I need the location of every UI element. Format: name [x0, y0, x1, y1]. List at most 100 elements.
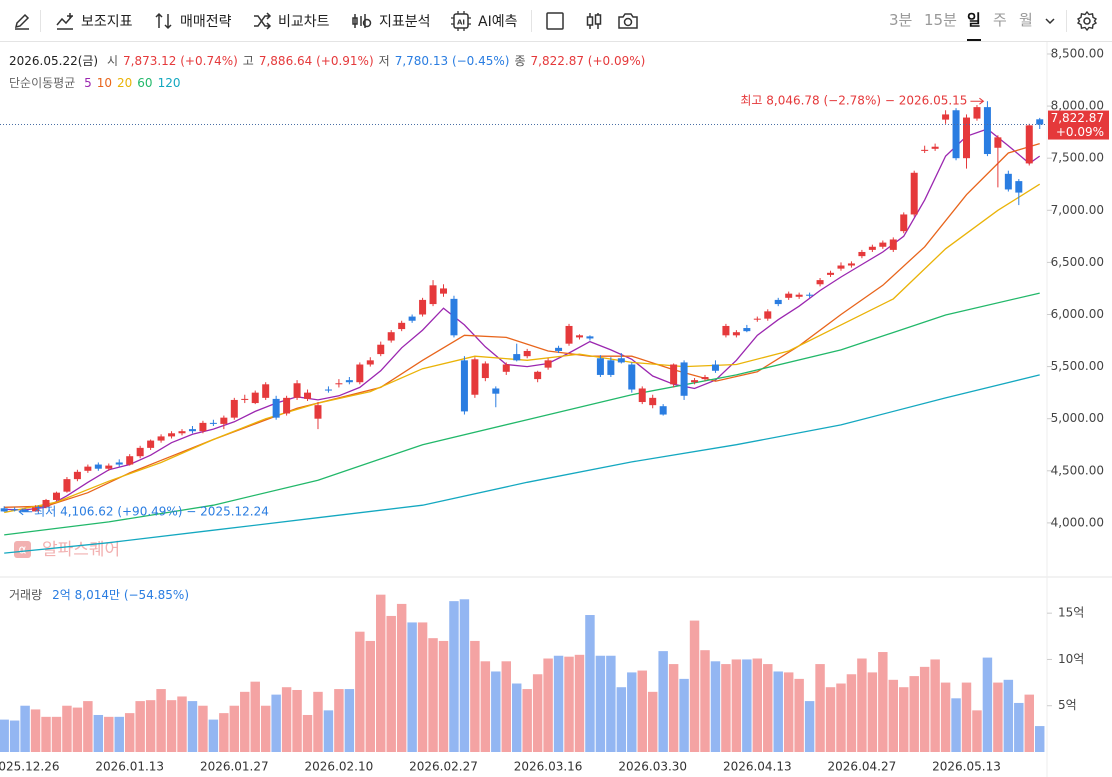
volume-bar — [334, 689, 344, 752]
volume-bar — [919, 666, 930, 752]
candle-body — [63, 479, 71, 492]
volume-bar — [376, 594, 386, 752]
volume-bar — [783, 672, 794, 752]
candle-body — [136, 447, 144, 457]
x-tick-label: 2026.03.30 — [618, 760, 687, 774]
svg-text:AI: AI — [457, 18, 465, 26]
volume-bar — [470, 640, 480, 752]
candle-body — [565, 325, 573, 344]
candle-body — [345, 380, 353, 383]
divider — [40, 10, 41, 32]
ohlc-header: 2026.05.22(금) 시 7,873.12 (+0.74%) 고 7,886.6… — [9, 52, 650, 69]
date: 2026.05.22(금) — [9, 54, 99, 68]
candle-body — [178, 431, 186, 434]
volume-bar — [491, 671, 501, 752]
settings[interactable] — [1076, 0, 1098, 41]
period-more[interactable] — [1044, 0, 1056, 41]
volume-bar — [752, 658, 763, 752]
volume-bar — [271, 694, 281, 752]
watermark: α 알파스퀘어 — [14, 540, 120, 560]
volume-bar — [627, 672, 637, 752]
candle-body — [983, 107, 991, 155]
period[interactable]: 월 — [1019, 11, 1033, 29]
candle-body — [753, 318, 761, 320]
volume-bar — [710, 661, 721, 752]
volume-title: 거래량 — [9, 588, 43, 602]
volume-bar — [1024, 694, 1034, 752]
volume-bar — [647, 691, 658, 752]
volume-bar — [564, 656, 574, 752]
candle-body — [324, 389, 332, 391]
volume-bar — [574, 654, 585, 752]
candle-body — [73, 471, 81, 480]
tool-indicator[interactable]: 보조지표 — [55, 0, 133, 41]
chart-style-line[interactable] — [545, 0, 565, 41]
candle-body — [921, 149, 929, 151]
period[interactable]: 15분 — [924, 11, 957, 29]
volume-bar — [543, 658, 553, 752]
candle-body — [827, 272, 835, 275]
candle-body — [408, 316, 416, 321]
volume-bar — [93, 714, 104, 752]
candle-body — [691, 380, 699, 383]
volume-bar — [166, 700, 177, 752]
volume-bar — [104, 716, 114, 752]
volume-bar — [585, 615, 595, 752]
last-price-change: +0.09% — [1056, 125, 1104, 139]
volume-bar — [260, 705, 271, 752]
volume-bar — [846, 674, 857, 752]
volume-bar — [417, 622, 428, 752]
period[interactable]: 3분 — [889, 11, 913, 29]
candle-body — [963, 117, 971, 159]
volume-summary: 2억 8,014만 (−54.85%) — [52, 588, 189, 602]
ma-line — [4, 292, 1040, 536]
candle-body — [931, 146, 939, 149]
period[interactable]: 일 — [967, 0, 981, 41]
volume-bar — [51, 716, 62, 752]
candle-body — [199, 422, 207, 432]
candle-body — [460, 360, 468, 412]
volume-bar — [721, 664, 731, 752]
draw-tool[interactable] — [12, 0, 32, 41]
tool-label: 보조지표 — [81, 13, 133, 30]
candle-body — [544, 360, 552, 368]
candle-body — [795, 294, 803, 297]
candle-body — [785, 293, 793, 298]
volume-bar — [229, 705, 240, 752]
tool-label: 지표분석 — [379, 13, 431, 30]
candle-body — [230, 399, 238, 418]
screenshot[interactable] — [617, 0, 639, 41]
candle-body — [910, 172, 918, 215]
period[interactable]: 주 — [993, 11, 1007, 29]
volume-bar — [438, 640, 449, 752]
y-tick-label: 4,500.00 — [1051, 463, 1104, 477]
tool-compare[interactable]: 비교차트 — [252, 0, 330, 41]
volume-bar — [888, 679, 899, 752]
ma-legend: 단순이동평균 5 10 20 60 120 — [9, 74, 185, 91]
x-tick-label: 2026.02.27 — [409, 760, 478, 774]
candle-body — [722, 325, 730, 336]
volume-bar — [836, 683, 846, 752]
volume-bar — [857, 658, 867, 752]
candle-body — [398, 322, 406, 330]
volume-bar — [867, 672, 878, 752]
moving-averages — [4, 128, 1041, 554]
chart-style-candle[interactable] — [584, 0, 604, 41]
candle-body — [638, 388, 646, 403]
volume-tick-label: 15억 — [1058, 606, 1084, 620]
tool-ai[interactable]: AI AI예측 — [450, 0, 517, 41]
candle-body — [293, 383, 301, 398]
volume-bar — [62, 705, 72, 752]
candle-body — [147, 440, 155, 448]
volume-bar — [386, 615, 396, 752]
tool-strategy[interactable]: 매매전략 — [154, 0, 232, 41]
volume-bar — [250, 681, 260, 752]
watermark-glyph: α — [19, 543, 27, 557]
candle-body — [837, 265, 845, 269]
candle-body — [973, 107, 981, 119]
volume-bar — [825, 687, 836, 752]
volume-bar — [930, 659, 940, 752]
tool-analysis[interactable]: 지표분석 — [351, 0, 431, 41]
volume-bar — [313, 691, 323, 752]
high-annotation: 최고 8,046.78 (−2.78%) − 2026.05.15 — [740, 94, 967, 108]
